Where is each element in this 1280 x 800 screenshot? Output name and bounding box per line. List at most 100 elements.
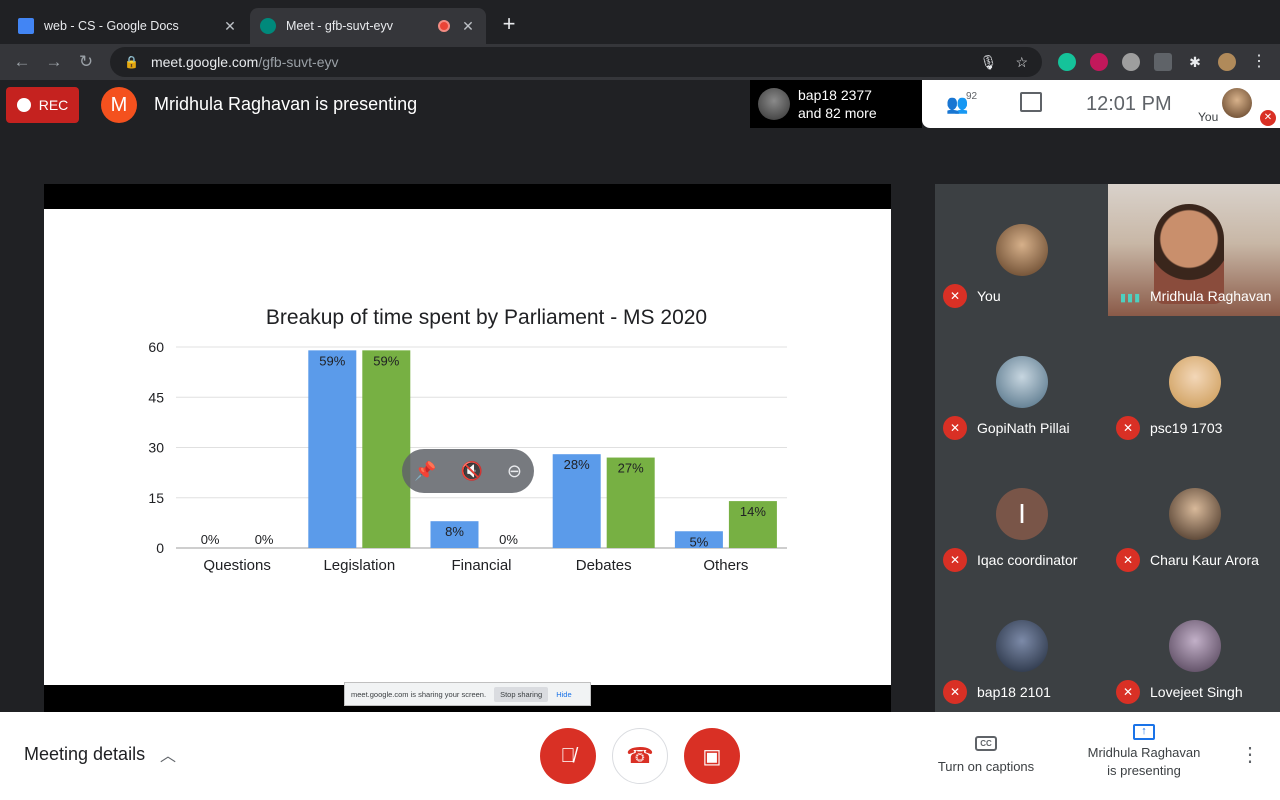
- x-tick-label: Debates: [576, 557, 632, 574]
- bar: [606, 457, 655, 548]
- bottom-control-bar: Meeting details ︿ 🎙̸ ☎ ▣ CC Turn on capt…: [0, 712, 1280, 800]
- participant-name: Charu Kaur Arora: [1150, 552, 1259, 568]
- record-extension-icon[interactable]: [1122, 53, 1140, 71]
- mic-off-icon: ✕: [943, 416, 967, 440]
- data-label: 0%: [201, 532, 220, 547]
- participant-video-tile[interactable]: ▮▮▮ Mridhula Raghavan: [1108, 184, 1280, 316]
- more-options-icon[interactable]: ⋮: [1240, 744, 1260, 766]
- camera-toggle-button[interactable]: ▣: [684, 728, 740, 784]
- recording-button[interactable]: REC: [6, 87, 79, 123]
- meeting-details-button[interactable]: Meeting details: [24, 744, 146, 764]
- data-label: 5%: [690, 534, 709, 549]
- captions-button[interactable]: CC Turn on captions: [930, 734, 1042, 774]
- participant-name: You: [977, 288, 1001, 304]
- x-tick-label: Others: [703, 557, 748, 574]
- forward-icon[interactable]: →: [45, 52, 63, 71]
- close-tab-icon[interactable]: ✕: [462, 17, 474, 34]
- mic-off-icon: ✕: [943, 548, 967, 572]
- presenting-line1: Mridhula Raghavan: [1087, 745, 1201, 760]
- joiner-name: bap18 2377: [798, 87, 872, 103]
- grammarly-extension-icon[interactable]: [1058, 53, 1076, 71]
- download-extension-icon[interactable]: [1090, 53, 1108, 71]
- tile-controls-overlay: 📌 🔇 ⊖: [402, 449, 534, 493]
- shared-slide: Breakup of time spent by Parliament - MS…: [44, 209, 891, 685]
- participant-name: psc19 1703: [1150, 420, 1223, 436]
- bookmark-star-icon[interactable]: ☆: [1015, 53, 1028, 70]
- mic-off-icon: ✕: [1116, 416, 1140, 440]
- mic-off-icon: ✕: [943, 284, 967, 308]
- chart-title: Breakup of time spent by Parliament - MS…: [266, 306, 707, 329]
- back-icon[interactable]: ←: [13, 52, 31, 71]
- hide-notice-link[interactable]: Hide: [556, 689, 572, 699]
- meet-top-bar: REC M Mridhula Raghavan is presenting ba…: [0, 80, 1280, 130]
- avatar: [996, 620, 1048, 672]
- bar-chart: Breakup of time spent by Parliament - MS…: [148, 306, 787, 574]
- participant-tile[interactable]: ✕ GopiNath Pillai: [935, 316, 1107, 448]
- joiner-avatar: [758, 88, 790, 120]
- chat-icon[interactable]: [1020, 92, 1042, 112]
- presentation-stage[interactable]: Breakup of time spent by Parliament - MS…: [44, 184, 891, 712]
- record-dot-icon: [16, 98, 31, 112]
- presenting-line2: is presenting: [1107, 763, 1181, 778]
- avatar: [996, 356, 1048, 408]
- avatar: [1169, 488, 1221, 540]
- reload-icon[interactable]: ↻: [78, 52, 94, 71]
- profile-avatar[interactable]: [1218, 53, 1236, 71]
- y-tick-label: 30: [148, 440, 164, 456]
- chevron-up-icon[interactable]: ︿: [160, 748, 177, 765]
- avatar: I: [996, 488, 1048, 540]
- participant-tile[interactable]: I ✕ Iqac coordinator: [935, 448, 1107, 580]
- avatar: [996, 224, 1048, 276]
- joiners-notification[interactable]: bap18 2377 and 82 more: [750, 80, 922, 128]
- mic-off-icon: ✕: [1260, 110, 1276, 126]
- participant-name: GopiNath Pillai: [977, 420, 1070, 436]
- bar: [308, 350, 357, 548]
- participant-name: Mridhula Raghavan: [1150, 288, 1272, 304]
- phone-hangup-icon: ☎: [626, 743, 654, 768]
- y-tick-label: 15: [148, 490, 164, 506]
- you-label: You: [1198, 110, 1219, 124]
- browser-menu-icon[interactable]: ⋮: [1251, 53, 1267, 70]
- captions-label: Turn on captions: [937, 759, 1035, 774]
- avatar: [1169, 356, 1221, 408]
- avatar: [1169, 620, 1221, 672]
- close-tab-icon[interactable]: ✕: [224, 17, 236, 34]
- tab-google-docs[interactable]: web - CS - Google Docs ✕: [8, 8, 248, 44]
- people-count: 92: [966, 91, 978, 102]
- browser-tab-bar: web - CS - Google Docs ✕ Meet - gfb-suvt…: [0, 0, 1280, 44]
- participant-tile[interactable]: ✕ bap18 2101: [935, 580, 1107, 712]
- new-tab-button[interactable]: +: [502, 11, 516, 36]
- microphone-toggle-button[interactable]: 🎙̸: [540, 728, 596, 784]
- mute-icon[interactable]: 🔇: [460, 460, 483, 481]
- camera-off-icon: ▣: [702, 745, 722, 768]
- data-label: 28%: [564, 457, 590, 472]
- data-label: 27%: [618, 461, 644, 476]
- self-avatar[interactable]: [1222, 88, 1252, 118]
- microphone-icon[interactable]: 🎙: [979, 53, 998, 70]
- extension-icon[interactable]: [1154, 53, 1172, 71]
- remove-icon[interactable]: ⊖: [506, 460, 522, 481]
- mic-off-icon: ✕: [1116, 548, 1140, 572]
- bar: [728, 501, 777, 548]
- data-label: 59%: [319, 353, 345, 368]
- participant-name: Lovejeet Singh: [1150, 684, 1243, 700]
- leave-call-button[interactable]: ☎: [612, 728, 668, 784]
- pin-icon[interactable]: 📌: [414, 460, 437, 481]
- participant-tile[interactable]: ✕ Lovejeet Singh: [1108, 580, 1280, 712]
- presenting-button[interactable]: ↑ Mridhula Raghavan is presenting: [1082, 724, 1206, 780]
- address-bar[interactable]: 🔒 meet.google.com/gfb-suvt-eyv 🎙 ☆: [110, 47, 1042, 77]
- url-text: meet.google.com/gfb-suvt-eyv: [150, 54, 339, 70]
- y-tick-label: 60: [148, 339, 164, 355]
- people-icon[interactable]: 👥: [946, 94, 969, 114]
- data-label: 0%: [255, 532, 274, 547]
- x-tick-label: Legislation: [323, 557, 395, 574]
- y-tick-label: 45: [148, 389, 164, 405]
- stop-sharing-button[interactable]: Stop sharing: [494, 686, 549, 702]
- participant-tile[interactable]: ✕ psc19 1703: [1108, 316, 1280, 448]
- browser-toolbar: ← → ↻ 🔒 meet.google.com/gfb-suvt-eyv 🎙 ☆…: [0, 44, 1280, 80]
- participant-tile[interactable]: ✕ You: [935, 184, 1107, 316]
- meet-info-panel: 👥 92 12:01 PM You ✕: [922, 80, 1280, 128]
- tab-meet[interactable]: Meet - gfb-suvt-eyv ✕: [250, 8, 486, 44]
- puzzle-extensions-icon[interactable]: ✱: [1189, 54, 1201, 70]
- participant-tile[interactable]: ✕ Charu Kaur Arora: [1108, 448, 1280, 580]
